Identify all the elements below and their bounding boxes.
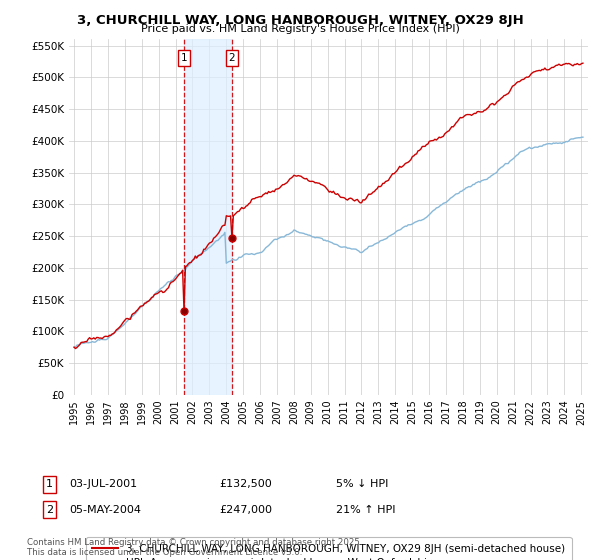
Text: Contains HM Land Registry data © Crown copyright and database right 2025.
This d: Contains HM Land Registry data © Crown c… <box>27 538 362 557</box>
Legend: 3, CHURCHILL WAY, LONG HANBOROUGH, WITNEY, OX29 8JH (semi-detached house), HPI: : 3, CHURCHILL WAY, LONG HANBOROUGH, WITNE… <box>86 537 571 560</box>
Bar <box>184 39 232 395</box>
Text: 5% ↓ HPI: 5% ↓ HPI <box>336 479 388 489</box>
Text: 2: 2 <box>46 505 53 515</box>
Text: £132,500: £132,500 <box>219 479 272 489</box>
Text: 03-JUL-2001: 03-JUL-2001 <box>69 479 137 489</box>
Text: 1: 1 <box>46 479 53 489</box>
Text: 1: 1 <box>181 53 187 63</box>
Text: Price paid vs. HM Land Registry's House Price Index (HPI): Price paid vs. HM Land Registry's House … <box>140 24 460 34</box>
Text: 21% ↑ HPI: 21% ↑ HPI <box>336 505 395 515</box>
Text: 05-MAY-2004: 05-MAY-2004 <box>69 505 141 515</box>
Text: 2: 2 <box>229 53 235 63</box>
Text: £247,000: £247,000 <box>219 505 272 515</box>
Text: 3, CHURCHILL WAY, LONG HANBOROUGH, WITNEY, OX29 8JH: 3, CHURCHILL WAY, LONG HANBOROUGH, WITNE… <box>77 14 523 27</box>
